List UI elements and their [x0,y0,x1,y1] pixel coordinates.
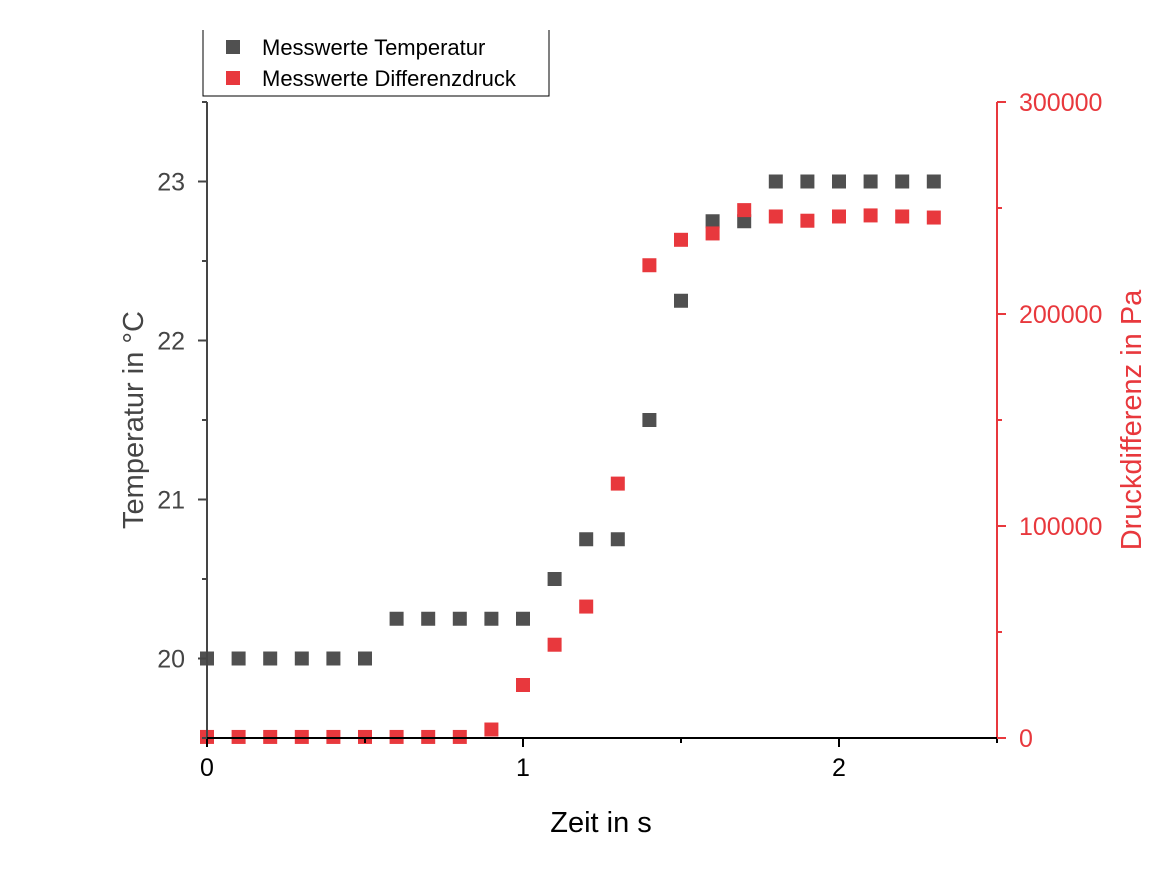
axes: 0 1 2 20 21 22 23 0 100000 200000 300000 [157,89,1102,782]
temperature-point [421,611,436,626]
pressure-point [863,208,878,223]
temperature-point [389,611,404,626]
x-axis-title: Zeit in s [550,807,652,839]
left-tick-label: 20 [157,646,185,674]
pressure-point [484,722,499,737]
pressure-point [231,729,246,744]
pressure-point [421,729,436,744]
pressure-point [705,226,720,241]
pressure-point [768,209,783,224]
pressure-point [926,210,941,225]
temperature-point [926,174,941,189]
temperature-point [579,532,594,547]
legend-label-temperature: Messwerte Temperatur [262,35,485,60]
pressure-point [358,729,372,744]
temperature-point [800,174,815,189]
x-tick-label: 2 [832,754,846,782]
temperature-point [895,174,910,189]
legend-border [202,30,550,97]
right-tick-label: 100000 [1019,513,1102,541]
temperature-point [326,651,341,666]
legend-marker-pressure [226,71,240,85]
pressure-point [263,729,278,744]
left-tick-label: 22 [157,328,185,356]
pressure-point [547,637,562,652]
temperature-point [610,532,625,547]
temperature-point [516,611,530,626]
right-tick-label: 200000 [1019,301,1102,329]
pressure-point [832,209,846,224]
temperature-point [231,651,246,666]
pressure-point [326,729,341,744]
pressure-point [516,678,530,692]
pressure-point [579,599,594,614]
pressure-point [642,258,657,273]
temperature-point [547,572,562,586]
pressure-point [610,476,625,491]
temperature-point [705,214,720,229]
temperature-point [358,651,372,666]
left-tick-label: 21 [157,487,185,515]
plot-area [200,174,941,744]
x-tick-label: 0 [200,754,214,782]
left-axis-title: Temperatur in °C [118,311,150,529]
x-tick-label: 1 [516,754,530,782]
right-tick-label: 0 [1019,725,1033,753]
temperature-point [452,611,467,626]
temperature-point [484,611,499,626]
temperature-point [294,651,309,666]
pressure-point [737,203,752,218]
temperature-point [737,214,752,229]
pressure-point [800,213,815,228]
right-axis-title: Druckdifferenz in Pa [1116,289,1148,550]
legend-marker-temperature [226,40,240,54]
temperature-point [768,174,783,189]
pressure-point [674,232,688,247]
pressure-point [452,729,467,744]
temperature-point [674,293,688,308]
temperature-point [863,174,878,189]
temperature-point [642,413,657,427]
left-tick-label: 23 [157,169,185,197]
temperature-point [832,174,846,189]
pressure-point [389,729,404,744]
pressure-point [895,209,910,224]
legend: Messwerte Temperatur Messwerte Differenz… [202,30,550,97]
right-tick-label: 300000 [1019,89,1102,117]
temperature-point [263,651,278,666]
pressure-point [294,729,309,744]
legend-label-pressure: Messwerte Differenzdruck [262,66,517,91]
